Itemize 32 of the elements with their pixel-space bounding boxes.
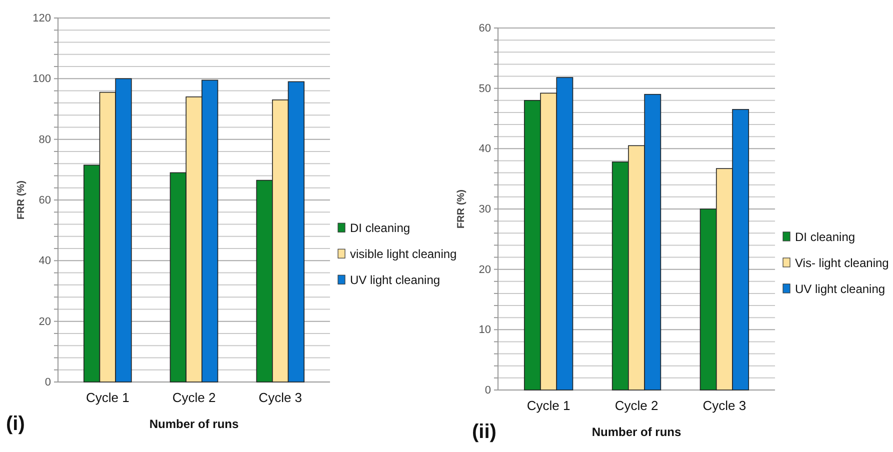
legend-label: DI cleaning (795, 230, 856, 244)
x-tick-label: Cycle 2 (614, 398, 658, 413)
legend-label: UV light cleaning (350, 273, 440, 288)
x-axis-title: Number of runs (149, 417, 239, 431)
x-tick-label: Cycle 2 (172, 390, 216, 405)
y-tick-label: 0 (484, 384, 491, 397)
legend-label: Vis- light cleaning (795, 256, 889, 270)
text: (ii) (472, 421, 496, 443)
legend-label: DI cleaning (350, 221, 410, 236)
y-tick-label: 60 (38, 194, 51, 207)
legend-label: visible light cleaning (350, 247, 457, 262)
y-tick-label: 50 (478, 82, 491, 95)
y-tick-label: 80 (38, 134, 51, 146)
y-tick-label: 20 (478, 264, 491, 276)
y-tick-label: 100 (32, 73, 51, 86)
y-tick-label: 40 (478, 143, 491, 156)
y-tick-label: 40 (38, 255, 51, 268)
y-axis-title: FRR (%) (456, 190, 467, 228)
y-tick-label: 60 (478, 22, 491, 35)
y-tick-label: 10 (478, 324, 491, 336)
x-tick-label: Cycle 1 (86, 390, 130, 405)
text: (i) (6, 413, 25, 435)
x-tick-label: Cycle 3 (702, 398, 746, 413)
legend-label: UV light cleaning (795, 282, 886, 296)
x-tick-label: Cycle 3 (258, 390, 302, 405)
y-tick-label: 30 (478, 204, 491, 216)
y-axis-title: FRR (%) (16, 180, 27, 220)
x-axis-title: Number of runs (592, 425, 682, 439)
y-tick-label: 0 (44, 376, 51, 389)
y-tick-label: 120 (32, 12, 51, 25)
x-tick-label: Cycle 1 (526, 398, 570, 413)
y-tick-label: 20 (38, 316, 51, 328)
